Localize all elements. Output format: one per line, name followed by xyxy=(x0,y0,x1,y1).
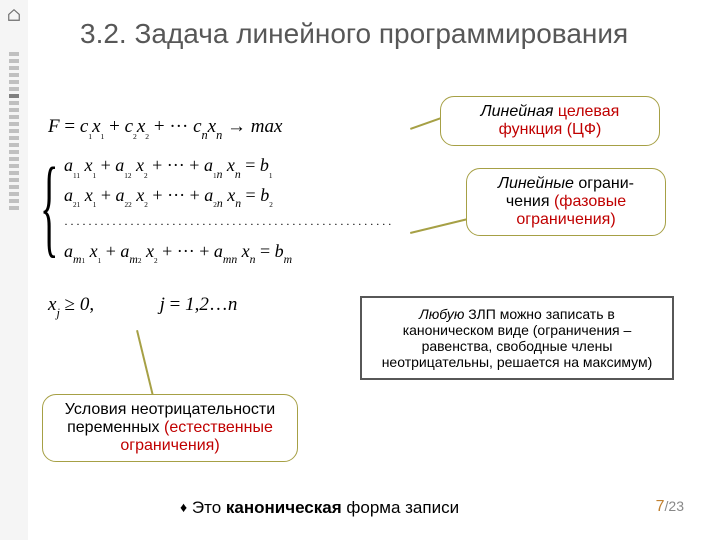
progress-tick xyxy=(9,80,19,84)
page-total: 23 xyxy=(668,498,684,514)
slide-progress-ticks xyxy=(9,52,19,210)
footer-text: Это xyxy=(187,498,226,517)
constraint-row: a11 x1 + a12 x2 + ··· + a1n xn = b1 xyxy=(64,152,394,182)
progress-tick xyxy=(9,171,19,175)
footer-bullet: ♦ Это каноническая форма записи xyxy=(180,498,459,518)
slide-sidebar xyxy=(0,0,28,540)
objective-function: F = c1x1 + c2x2 + ··· cnxn → max xyxy=(48,116,282,141)
progress-tick xyxy=(9,122,19,126)
progress-tick xyxy=(9,206,19,210)
diamond-icon: ♦ xyxy=(180,501,187,516)
progress-tick xyxy=(9,94,19,98)
objective-arrow: → xyxy=(227,116,246,137)
note-canonical: Любую ЗЛП можно записать в каноническом … xyxy=(360,296,674,380)
constraint-dots: ········································… xyxy=(64,211,394,237)
callout-nonneg: Условия неотрицательности переменных (ес… xyxy=(42,394,298,462)
constraint-row: am1 x1 + am2 x2 + ··· + amn xn = bm xyxy=(64,238,394,268)
footer-bold: каноническая xyxy=(226,498,342,517)
progress-tick xyxy=(9,164,19,168)
callout-objective: Линейная целевая функция (ЦФ) xyxy=(440,96,660,146)
note-italic: Любую xyxy=(419,306,468,322)
progress-tick xyxy=(9,185,19,189)
progress-tick xyxy=(9,129,19,133)
progress-tick xyxy=(9,115,19,119)
callout-tail xyxy=(137,330,154,396)
nonneg-range: j = 1,2…n xyxy=(160,294,238,315)
page-number: 7/23 xyxy=(656,498,684,516)
progress-tick xyxy=(9,66,19,70)
progress-tick xyxy=(9,73,19,77)
progress-tick xyxy=(9,178,19,182)
page-current: 7 xyxy=(656,498,665,515)
progress-tick xyxy=(9,192,19,196)
objective-eq: = xyxy=(64,116,75,137)
progress-tick xyxy=(9,52,19,56)
callout-text: Линейные xyxy=(498,175,578,192)
home-icon xyxy=(7,8,21,22)
nonneg-var: xj ≥ 0, xyxy=(48,294,94,315)
progress-tick xyxy=(9,108,19,112)
progress-tick xyxy=(9,143,19,147)
progress-tick xyxy=(9,150,19,154)
brace-icon: { xyxy=(40,156,58,256)
callout-tail xyxy=(410,218,468,233)
progress-tick xyxy=(9,136,19,140)
footer-text: форма записи xyxy=(342,498,459,517)
progress-tick xyxy=(9,87,19,91)
constraint-row: a21 x1 + a22 x2 + ··· + a2n xn = b2 xyxy=(64,182,394,212)
progress-tick xyxy=(9,101,19,105)
constraint-system: { a11 x1 + a12 x2 + ··· + a1n xn = b1 a2… xyxy=(48,152,394,268)
objective-lhs: F xyxy=(48,116,60,137)
objective-terms: c1x1 + c2x2 + ··· cnxn xyxy=(80,116,227,137)
progress-tick xyxy=(9,199,19,203)
progress-tick xyxy=(9,59,19,63)
callout-text: Линейная xyxy=(481,103,558,120)
objective-goal: max xyxy=(251,116,283,137)
progress-tick xyxy=(9,157,19,161)
slide-title: 3.2. Задача линейного программирования xyxy=(80,16,628,51)
callout-constraints: Линейные ограни-чения (фазовые ограничен… xyxy=(466,168,666,236)
nonneg-condition: xj ≥ 0, j = 1,2…n xyxy=(48,294,237,319)
